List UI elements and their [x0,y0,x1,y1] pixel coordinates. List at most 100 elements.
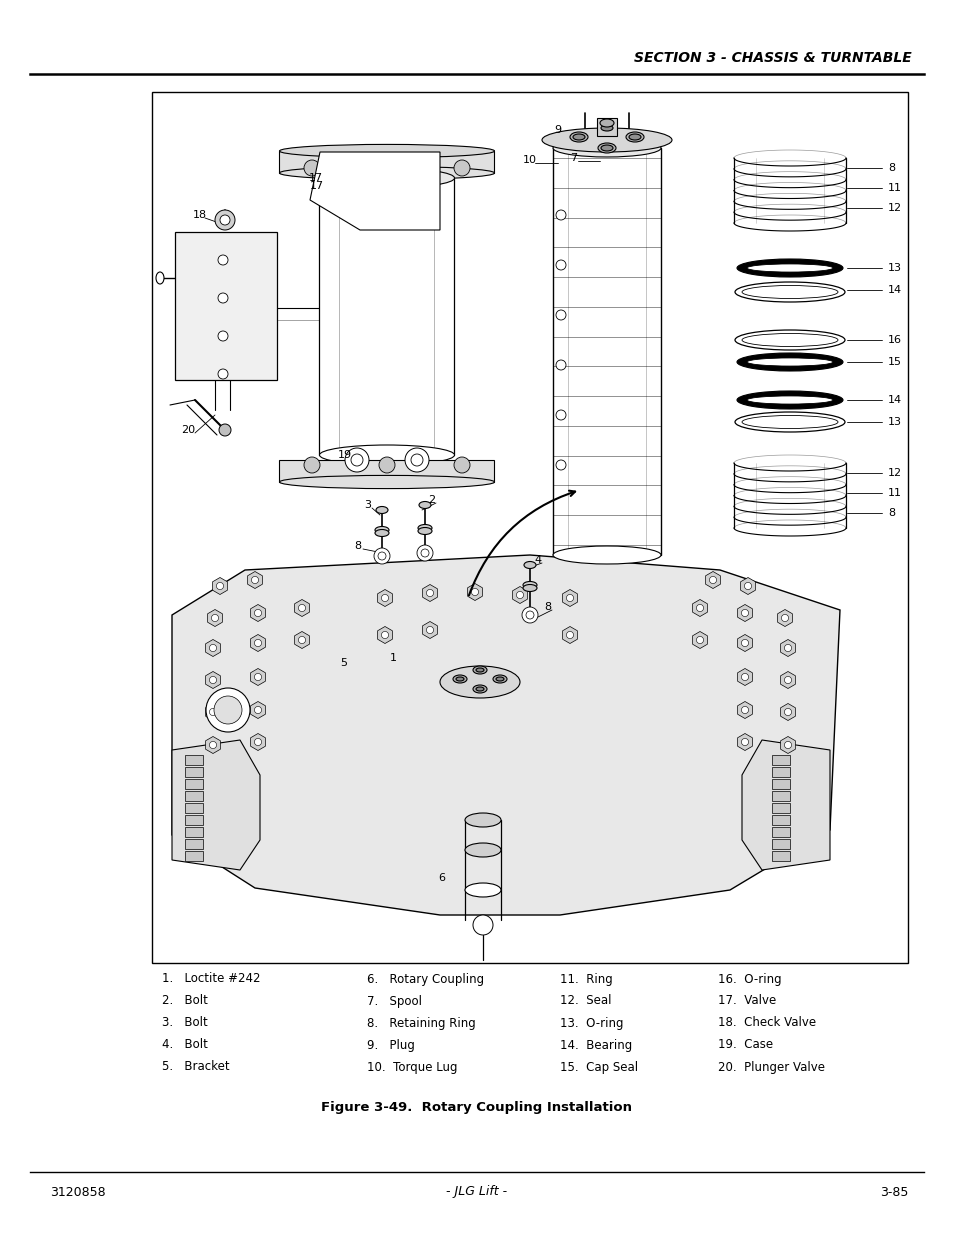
Circle shape [210,677,216,683]
Circle shape [740,640,748,647]
Bar [185,815,203,825]
Polygon shape [206,704,220,720]
Ellipse shape [453,676,467,683]
Ellipse shape [375,526,389,534]
Polygon shape [251,668,265,685]
Circle shape [218,293,228,303]
Text: 10: 10 [522,156,537,165]
Circle shape [298,636,305,643]
Ellipse shape [573,135,584,140]
Ellipse shape [746,264,832,272]
Circle shape [254,640,261,647]
Circle shape [556,261,565,270]
Text: - JLG Lift -: - JLG Lift - [446,1186,507,1198]
Ellipse shape [737,259,842,277]
Ellipse shape [496,677,503,680]
Circle shape [696,604,702,611]
Circle shape [783,645,791,652]
Ellipse shape [319,445,454,466]
Circle shape [377,552,386,559]
Circle shape [566,631,573,638]
Polygon shape [294,599,309,616]
Polygon shape [251,701,265,719]
Ellipse shape [473,666,486,674]
Polygon shape [251,635,265,652]
Bar [185,767,203,777]
Polygon shape [251,604,265,621]
Bar [597,119,617,136]
Text: 9: 9 [554,125,561,135]
Text: 15.  Cap Seal: 15. Cap Seal [559,1061,638,1073]
Ellipse shape [741,333,837,347]
Bar [771,851,789,861]
Ellipse shape [279,167,494,179]
Circle shape [212,615,218,621]
Text: 13.  O-ring: 13. O-ring [559,1016,623,1030]
Ellipse shape [464,813,500,827]
Circle shape [743,583,751,589]
Bar [185,755,203,764]
Bar [771,839,789,848]
Ellipse shape [279,475,494,489]
Text: 11: 11 [887,183,901,193]
Ellipse shape [737,353,842,370]
Circle shape [516,592,523,599]
Circle shape [556,310,565,320]
Text: 17.  Valve: 17. Valve [718,994,776,1008]
Polygon shape [279,459,494,482]
Bar [771,827,789,837]
Text: 7: 7 [570,153,577,163]
Polygon shape [780,704,795,720]
Circle shape [420,550,429,557]
Text: 4.   Bolt: 4. Bolt [162,1039,208,1051]
Text: 5.   Bracket: 5. Bracket [162,1061,230,1073]
Bar [185,779,203,789]
Circle shape [219,424,231,436]
Circle shape [740,739,748,746]
Polygon shape [737,701,752,719]
Text: 19.  Case: 19. Case [718,1039,772,1051]
Polygon shape [248,572,262,589]
Ellipse shape [746,358,832,366]
Ellipse shape [625,132,643,142]
Polygon shape [741,740,829,869]
Text: 12: 12 [887,468,902,478]
Polygon shape [208,610,222,626]
Polygon shape [213,578,227,594]
Text: 8.   Retaining Ring: 8. Retaining Ring [367,1016,476,1030]
Text: 2: 2 [428,495,436,505]
Polygon shape [279,151,494,173]
Polygon shape [512,587,527,604]
Ellipse shape [734,282,844,303]
Text: 9.   Plug: 9. Plug [367,1039,415,1051]
Text: 7.   Spool: 7. Spool [367,994,421,1008]
Text: 14: 14 [887,285,902,295]
Polygon shape [737,734,752,751]
Text: 13: 13 [887,263,901,273]
Ellipse shape [156,272,164,284]
Ellipse shape [600,144,613,151]
Circle shape [696,636,702,643]
Text: 5: 5 [340,658,347,668]
Polygon shape [705,572,720,589]
Text: 14.  Bearing: 14. Bearing [559,1039,632,1051]
Ellipse shape [737,391,842,409]
Circle shape [304,457,319,473]
Circle shape [473,915,493,935]
Polygon shape [206,640,220,657]
Bar [185,803,203,813]
Text: 17: 17 [309,173,323,183]
Ellipse shape [279,144,494,158]
Bar [771,815,789,825]
Polygon shape [562,626,577,643]
Circle shape [220,215,230,225]
Circle shape [416,545,433,561]
Bar [185,839,203,848]
Circle shape [556,210,565,220]
Text: 16.  O-ring: 16. O-ring [718,972,781,986]
Ellipse shape [734,412,844,432]
Text: 18.  Check Valve: 18. Check Valve [718,1016,815,1030]
Circle shape [783,709,791,715]
Circle shape [210,645,216,652]
Circle shape [254,739,261,746]
